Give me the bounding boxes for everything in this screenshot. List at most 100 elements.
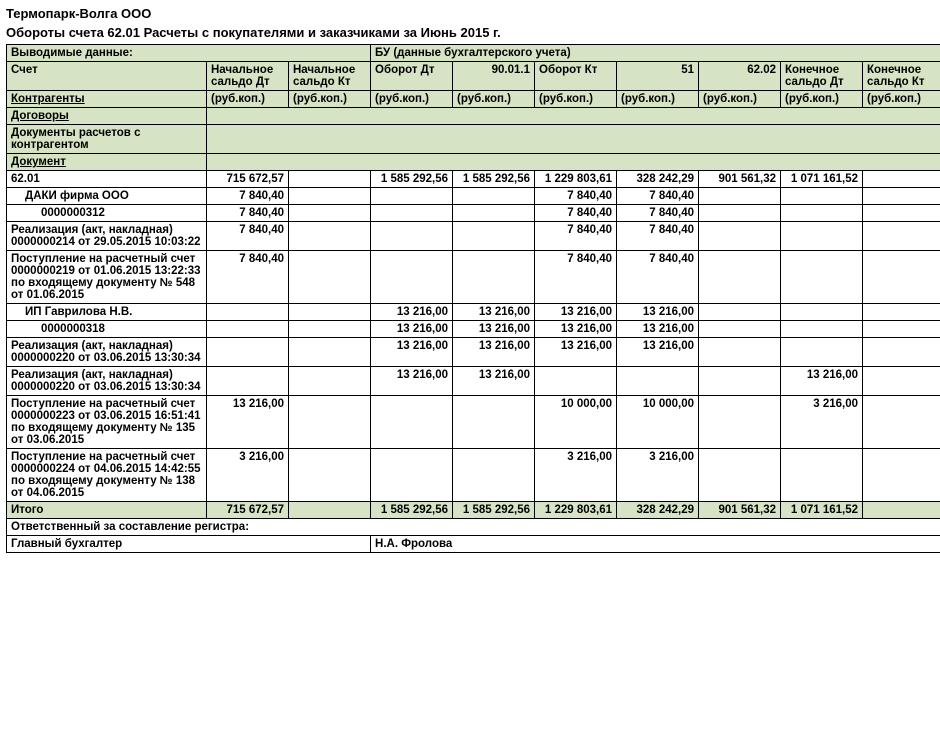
table-row: ИП Гаврилова Н.В.13 216,0013 216,0013 21… xyxy=(7,304,940,321)
row-label: Реализация (акт, накладная) 0000000220 о… xyxy=(7,367,207,396)
cell-end_dt: 1 071 161,52 xyxy=(781,171,863,188)
company-name: Термопарк-Волга ООО xyxy=(6,4,934,23)
chief-name: Н.А. Фролова xyxy=(371,536,940,553)
col-account: Счет xyxy=(7,62,207,91)
cell-beg_dt xyxy=(207,321,289,338)
subheader-doc: Документ xyxy=(7,154,940,171)
col-turn-dt: Оборот Дт xyxy=(371,62,453,91)
cell-turn_dt: 13 216,00 xyxy=(371,304,453,321)
cell-turn_dt: 13 216,00 xyxy=(371,367,453,396)
row-label: 0000000312 xyxy=(7,205,207,222)
cell-end_kt xyxy=(863,321,940,338)
cell-c51: 7 840,40 xyxy=(617,188,699,205)
unit-7: (руб.коп.) xyxy=(699,91,781,108)
cell-end_kt xyxy=(863,222,940,251)
cell-c90 xyxy=(453,205,535,222)
cell-c6202: 901 561,32 xyxy=(699,171,781,188)
cell-beg_kt xyxy=(289,251,371,304)
row-label: ИП Гаврилова Н.В. xyxy=(7,304,207,321)
cell-beg_dt: 7 840,40 xyxy=(207,251,289,304)
output-value: БУ (данные бухгалтерского учета) xyxy=(371,45,940,62)
responsible-row: Ответственный за составление регистра: xyxy=(7,519,940,536)
row-label: ДАКИ фирма ООО xyxy=(7,188,207,205)
unit-9: (руб.коп.) xyxy=(863,91,940,108)
cell-beg_dt: 13 216,00 xyxy=(207,396,289,449)
cell-turn_kt: 13 216,00 xyxy=(535,338,617,367)
total-c51: 328 242,29 xyxy=(617,502,699,519)
cell-beg_dt xyxy=(207,338,289,367)
cell-c90 xyxy=(453,188,535,205)
cell-turn_dt xyxy=(371,205,453,222)
cell-end_dt xyxy=(781,449,863,502)
output-label: Выводимые данные: xyxy=(7,45,371,62)
cell-c51: 13 216,00 xyxy=(617,338,699,367)
cell-c90 xyxy=(453,251,535,304)
cell-turn_kt: 3 216,00 xyxy=(535,449,617,502)
total-turn-dt: 1 585 292,56 xyxy=(371,502,453,519)
cell-end_dt: 3 216,00 xyxy=(781,396,863,449)
unit-5: (руб.коп.) xyxy=(535,91,617,108)
col-beg-dt: Начальное сальдо Дт xyxy=(207,62,289,91)
total-end-kt xyxy=(863,502,940,519)
cell-end_dt xyxy=(781,321,863,338)
table-row: Поступление на расчетный счет 0000000223… xyxy=(7,396,940,449)
unit-4: (руб.коп.) xyxy=(453,91,535,108)
cell-c6202 xyxy=(699,251,781,304)
col-end-kt: Конечное сальдо Кт xyxy=(863,62,940,91)
table-row: Поступление на расчетный счет 0000000224… xyxy=(7,449,940,502)
report-title: Обороты счета 62.01 Расчеты с покупателя… xyxy=(6,23,934,44)
cell-end_dt xyxy=(781,205,863,222)
total-c90: 1 585 292,56 xyxy=(453,502,535,519)
chief-row: Главный бухгалтер Н.А. Фролова xyxy=(7,536,940,553)
cell-beg_dt: 715 672,57 xyxy=(207,171,289,188)
cell-turn_kt: 13 216,00 xyxy=(535,321,617,338)
cell-c51: 7 840,40 xyxy=(617,251,699,304)
cell-beg_dt: 7 840,40 xyxy=(207,205,289,222)
cell-c6202 xyxy=(699,304,781,321)
cell-beg_dt: 7 840,40 xyxy=(207,188,289,205)
table-row: Реализация (акт, накладная) 0000000214 о… xyxy=(7,222,940,251)
cell-end_dt xyxy=(781,222,863,251)
cell-end_kt xyxy=(863,367,940,396)
cell-turn_kt: 7 840,40 xyxy=(535,222,617,251)
total-row: Итого 715 672,57 1 585 292,56 1 585 292,… xyxy=(7,502,940,519)
cell-c90 xyxy=(453,396,535,449)
cell-c51: 7 840,40 xyxy=(617,205,699,222)
cell-beg_kt xyxy=(289,449,371,502)
row-label: Реализация (акт, накладная) 0000000214 о… xyxy=(7,222,207,251)
cell-end_kt xyxy=(863,338,940,367)
data-rows: 62.01715 672,571 585 292,561 585 292,561… xyxy=(7,171,940,502)
cell-c6202 xyxy=(699,449,781,502)
cell-beg_kt xyxy=(289,338,371,367)
table-row: 62.01715 672,571 585 292,561 585 292,561… xyxy=(7,171,940,188)
responsible-label: Ответственный за составление регистра: xyxy=(7,519,940,536)
unit-2: (руб.коп.) xyxy=(289,91,371,108)
cell-turn_dt xyxy=(371,222,453,251)
total-turn-kt: 1 229 803,61 xyxy=(535,502,617,519)
cell-turn_kt xyxy=(535,367,617,396)
cell-turn_kt: 7 840,40 xyxy=(535,205,617,222)
cell-beg_kt xyxy=(289,304,371,321)
cell-end_kt xyxy=(863,171,940,188)
cell-c51 xyxy=(617,367,699,396)
cell-c51: 3 216,00 xyxy=(617,449,699,502)
col-beg-kt: Начальное сальдо Кт xyxy=(289,62,371,91)
cell-beg_kt xyxy=(289,171,371,188)
row-label: 62.01 xyxy=(7,171,207,188)
cell-turn_kt: 7 840,40 xyxy=(535,188,617,205)
cell-end_dt xyxy=(781,251,863,304)
cell-beg_kt xyxy=(289,321,371,338)
cell-end_kt xyxy=(863,449,940,502)
table-row: Поступление на расчетный счет 0000000219… xyxy=(7,251,940,304)
unit-1: (руб.коп.) xyxy=(207,91,289,108)
cell-turn_dt: 13 216,00 xyxy=(371,321,453,338)
cell-turn_dt xyxy=(371,449,453,502)
cell-beg_dt xyxy=(207,367,289,396)
subheader-contragents: Контрагенты (руб.коп.) (руб.коп.) (руб.к… xyxy=(7,91,940,108)
cell-turn_dt: 1 585 292,56 xyxy=(371,171,453,188)
contragents-label: Контрагенты xyxy=(7,91,207,108)
cell-turn_kt: 7 840,40 xyxy=(535,251,617,304)
cell-end_kt xyxy=(863,396,940,449)
cell-turn_dt xyxy=(371,251,453,304)
cell-end_kt xyxy=(863,188,940,205)
